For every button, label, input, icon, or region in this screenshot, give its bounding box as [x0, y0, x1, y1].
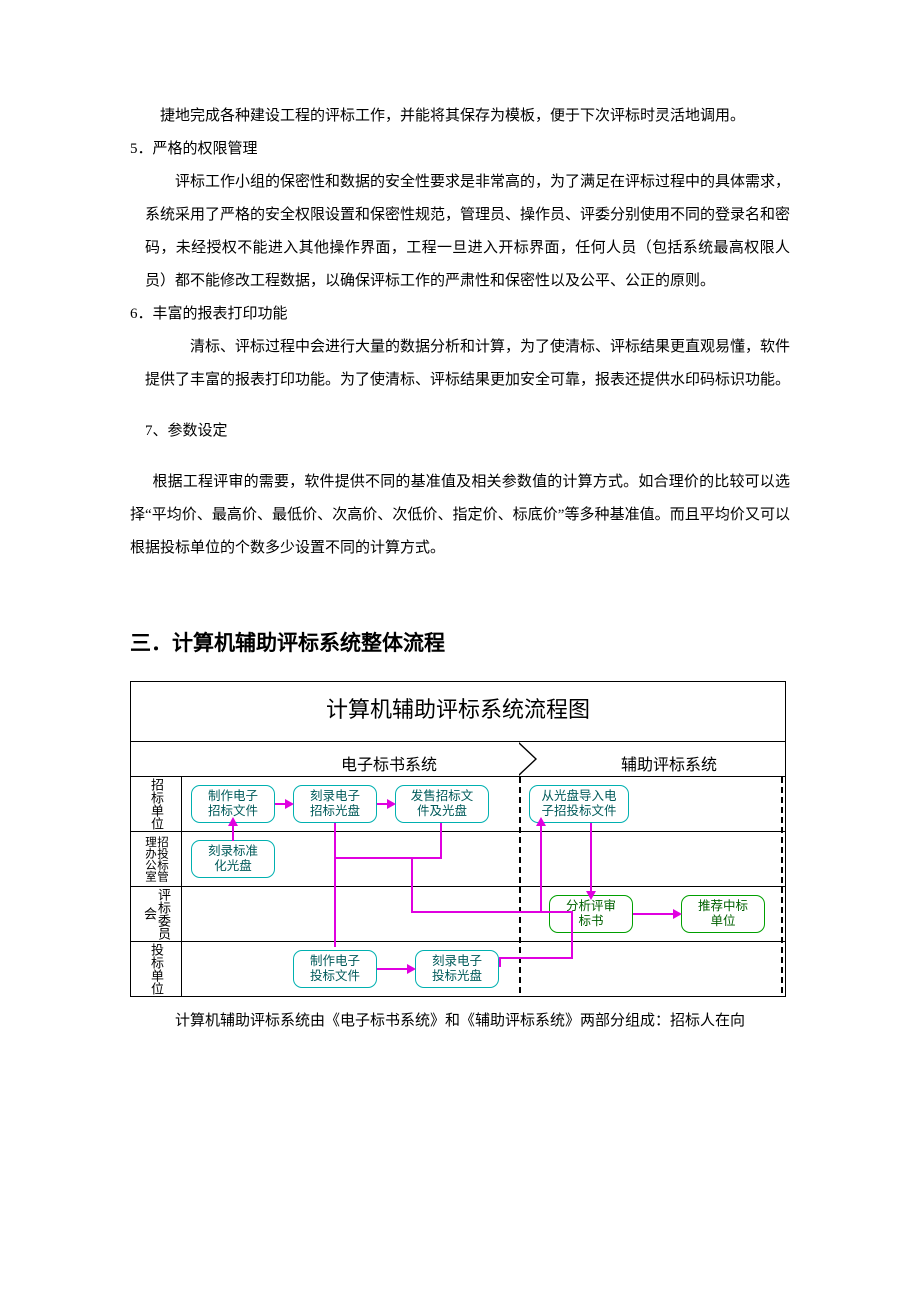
connector — [411, 911, 541, 913]
connector — [633, 913, 675, 915]
flow-node: 分析评审 标书 — [549, 895, 633, 933]
paragraph: 捷地完成各种建设工程的评标工作，并能将其保存为模板，便于下次评标时灵活地调用。 — [130, 100, 790, 133]
swimlane-header: 投标单位 — [131, 942, 182, 996]
connector — [440, 823, 442, 859]
connector — [334, 857, 441, 859]
node-text: 刻录电子 — [422, 954, 492, 969]
swimlane-label: 投标单位 — [149, 943, 163, 995]
arrow-icon — [228, 817, 238, 826]
connector — [499, 957, 501, 967]
heading-7: 7、参数设定 — [145, 415, 790, 448]
node-text: 招标光盘 — [300, 804, 370, 819]
paragraph: 清标、评标过程中会进行大量的数据分析和计算，为了使清标、评标结果更直观易懂，软件… — [130, 331, 790, 397]
node-text: 件及光盘 — [402, 804, 482, 819]
node-text: 刻录电子 — [300, 789, 370, 804]
node-text: 子招投标文件 — [536, 804, 622, 819]
flowchart-system-row: 电子标书系统 辅助评标系统 — [131, 742, 785, 777]
flow-node: 推荐中标 单位 — [681, 895, 765, 933]
paragraph: 计算机辅助评标系统由《电子标书系统》和《辅助评标系统》两部分组成：招标人在向 — [130, 1005, 790, 1038]
node-text: 制作电子 — [300, 954, 370, 969]
node-text: 刻录标准 — [198, 844, 268, 859]
section-heading-3: 三．计算机辅助评标系统整体流程 — [130, 621, 790, 667]
swimlane: 评标委员会 分析评审 标书 推荐中标 单位 — [131, 887, 785, 942]
connector — [590, 823, 592, 895]
heading-6: 6．丰富的报表打印功能 — [130, 298, 790, 331]
swimlane-header: 招投标管理办公室 — [131, 832, 182, 886]
paragraph: 评标工作小组的保密性和数据的安全性要求是非常高的，为了满足在评标过程中的具体需求… — [130, 166, 790, 298]
connector — [540, 823, 542, 913]
swimlane-header: 招标单位 — [131, 777, 182, 831]
connector — [377, 968, 409, 970]
flow-node: 刻录电子 投标光盘 — [415, 950, 499, 988]
arrow-icon — [285, 799, 294, 809]
flowchart-lanes: 招标单位 制作电子 招标文件 刻录电子 招标光盘 发售招标文 件及光盘 从光盘导… — [131, 777, 785, 997]
node-text: 从光盘导入电 — [536, 789, 622, 804]
swimlane-label: 招标单位 — [149, 778, 163, 830]
flowchart: 计算机辅助评标系统流程图 电子标书系统 辅助评标系统 招标单位 制作电子 招标文… — [130, 681, 786, 996]
node-text: 化光盘 — [198, 859, 268, 874]
node-text: 制作电子 — [198, 789, 268, 804]
arrow-icon — [387, 799, 396, 809]
paragraph: 根据工程评审的需要，软件提供不同的基准值及相关参数值的计算方式。如合理价的比较可… — [130, 466, 790, 565]
swimlane: 投标单位 制作电子 投标文件 刻录电子 投标光盘 — [131, 942, 785, 997]
arrow-icon — [586, 891, 596, 900]
flow-node: 刻录电子 招标光盘 — [293, 785, 377, 823]
arrow-icon — [673, 909, 682, 919]
divider-arrow-icon — [519, 742, 537, 776]
arrow-icon — [407, 964, 416, 974]
document-page: 捷地完成各种建设工程的评标工作，并能将其保存为模板，便于下次评标时灵活地调用。 … — [0, 0, 920, 1098]
connector — [334, 823, 336, 947]
flowchart-title: 计算机辅助评标系统流程图 — [131, 682, 785, 741]
connector — [540, 911, 573, 913]
node-text: 发售招标文 — [402, 789, 482, 804]
node-text: 投标文件 — [300, 969, 370, 984]
heading-5: 5．严格的权限管理 — [130, 133, 790, 166]
swimlane-label: 招投标管理办公室 — [144, 832, 168, 886]
arrow-icon — [536, 817, 546, 826]
flow-node: 发售招标文 件及光盘 — [395, 785, 489, 823]
flow-node: 刻录标准 化光盘 — [191, 840, 275, 878]
swimlane: 招投标管理办公室 刻录标准 化光盘 — [131, 832, 785, 887]
node-text: 推荐中标 — [688, 899, 758, 914]
node-text: 单位 — [688, 914, 758, 929]
connector — [411, 857, 413, 913]
node-text: 投标光盘 — [422, 969, 492, 984]
connector — [571, 911, 573, 959]
flow-node: 制作电子 投标文件 — [293, 950, 377, 988]
connector — [499, 957, 573, 959]
node-text: 标书 — [556, 914, 626, 929]
swimlane-header: 评标委员会 — [131, 887, 182, 941]
swimlane-label: 评标委员会 — [142, 887, 170, 941]
